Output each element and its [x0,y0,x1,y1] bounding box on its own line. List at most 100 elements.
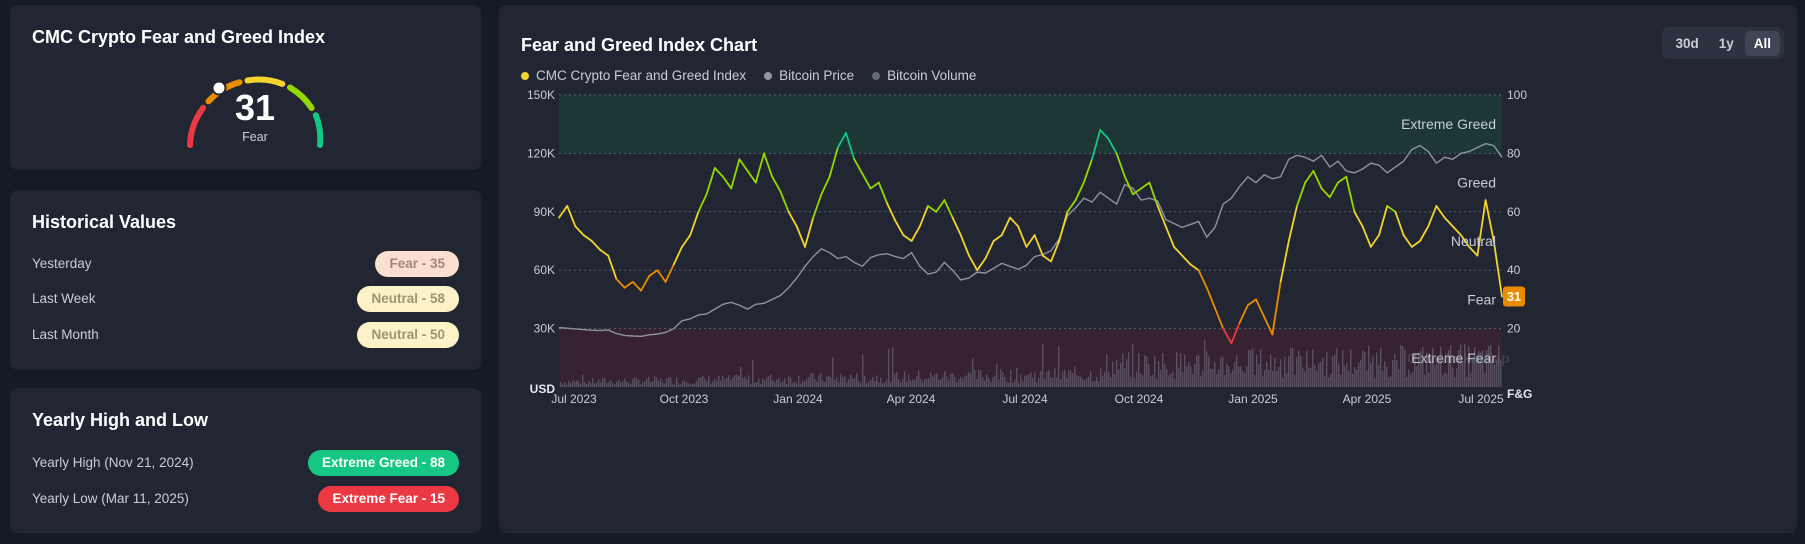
volume-bar [698,377,700,387]
volume-bar [1208,356,1210,387]
volume-bar [594,383,596,387]
volume-bar [1110,377,1112,387]
legend-item-bitcoin-volume[interactable]: Bitcoin Volume [872,68,976,83]
volume-bar [840,373,842,387]
volume-bar [1310,367,1312,387]
x-axis-tick: Jul 2023 [551,392,597,406]
volume-bar [692,383,694,387]
volume-bar [1140,373,1142,387]
fear-greed-segment [894,219,905,237]
volume-bar [954,376,956,387]
volume-bar [790,377,792,387]
volume-bar [656,377,658,387]
volume-bar [1118,369,1120,387]
volume-bar [798,375,800,387]
fear-greed-segment [722,175,733,190]
range-1y-button[interactable]: 1y [1718,35,1734,51]
volume-bar [1448,349,1450,387]
volume-bar [584,381,586,387]
volume-bar [570,383,572,387]
volume-bar [982,377,984,387]
fear-greed-segment [1041,254,1052,263]
range-all-button[interactable]: All [1744,30,1780,56]
volume-bar [666,378,668,387]
volume-bar [1084,380,1086,387]
volume-bar [1142,375,1144,387]
volume-bar [1198,355,1200,387]
volume-bar [768,376,770,387]
yearly-title: Yearly High and Low [32,410,209,430]
history-label-yesterday: Yesterday [32,256,92,271]
volume-bar [624,378,626,387]
legend-item-bitcoin-price[interactable]: Bitcoin Price [764,68,854,83]
yearly-low-badge: Extreme Fear - 15 [318,486,459,512]
volume-bar [1114,373,1116,387]
volume-bar [910,380,912,387]
volume-bar [1294,374,1296,387]
volume-bar [782,381,784,387]
volume-bar [972,357,974,387]
volume-bar [606,383,608,387]
volume-bar [1426,352,1428,387]
volume-bar [566,384,568,387]
volume-bar [1104,371,1106,387]
volume-bar [1100,368,1102,387]
volume-bar [1158,361,1160,387]
volume-bar [1168,375,1170,387]
legend-item-fear-greed[interactable]: CMC Crypto Fear and Greed Index [521,68,746,83]
volume-bar [598,379,600,387]
volume-bar [1200,376,1202,387]
volume-bar [832,357,834,387]
volume-bar [1016,367,1018,387]
volume-bar [968,371,970,387]
volume-bar [560,381,562,387]
volume-bar [702,375,704,387]
fear-greed-segment [1320,187,1331,199]
volume-bar [1392,360,1394,387]
fear-greed-segment [599,248,610,257]
volume-bar [1396,360,1398,387]
volume-bar [1082,378,1084,387]
volume-bar [1316,370,1318,387]
volume-bar [1284,356,1286,387]
volume-bar [1048,370,1050,387]
volume-bar [620,382,622,387]
volume-bar [744,376,746,387]
volume-bar [622,381,624,387]
volume-bar [1280,359,1282,387]
volume-bar [686,381,688,387]
volume-bar [1192,374,1194,387]
history-badge-last-month: Neutral - 50 [357,322,459,348]
range-30d-button[interactable]: 30d [1675,35,1699,51]
volume-bar [858,380,860,387]
volume-bar [1486,349,1488,387]
volume-bar [1458,349,1460,387]
volume-bar [1034,372,1036,387]
fear-greed-segment [1025,234,1036,248]
volume-bar [1210,368,1212,387]
y-axis-tick-right: 20 [1507,322,1521,336]
volume-bar [1178,367,1180,387]
fear-greed-segment [1107,137,1118,155]
fear-greed-segment [845,132,856,161]
volume-bar [1036,382,1038,387]
volume-bar [1244,373,1246,387]
volume-bar [718,375,720,387]
volume-bar [852,378,854,387]
volume-bar [1498,346,1500,387]
volume-bar [1006,381,1008,387]
fear-greed-segment [869,181,880,190]
volume-bar [924,378,926,387]
volume-bar [646,378,648,387]
volume-bar [822,379,824,387]
fear-greed-segment [1050,240,1061,263]
volume-bar [788,375,790,387]
fear-greed-segment [730,158,741,190]
x-axis-tick: Jan 2025 [1228,392,1278,406]
fear-greed-segment [746,170,757,184]
fear-greed-segment [1246,298,1257,307]
volume-bar [920,378,922,387]
volume-bar [1430,359,1432,387]
volume-bar [1058,346,1060,387]
